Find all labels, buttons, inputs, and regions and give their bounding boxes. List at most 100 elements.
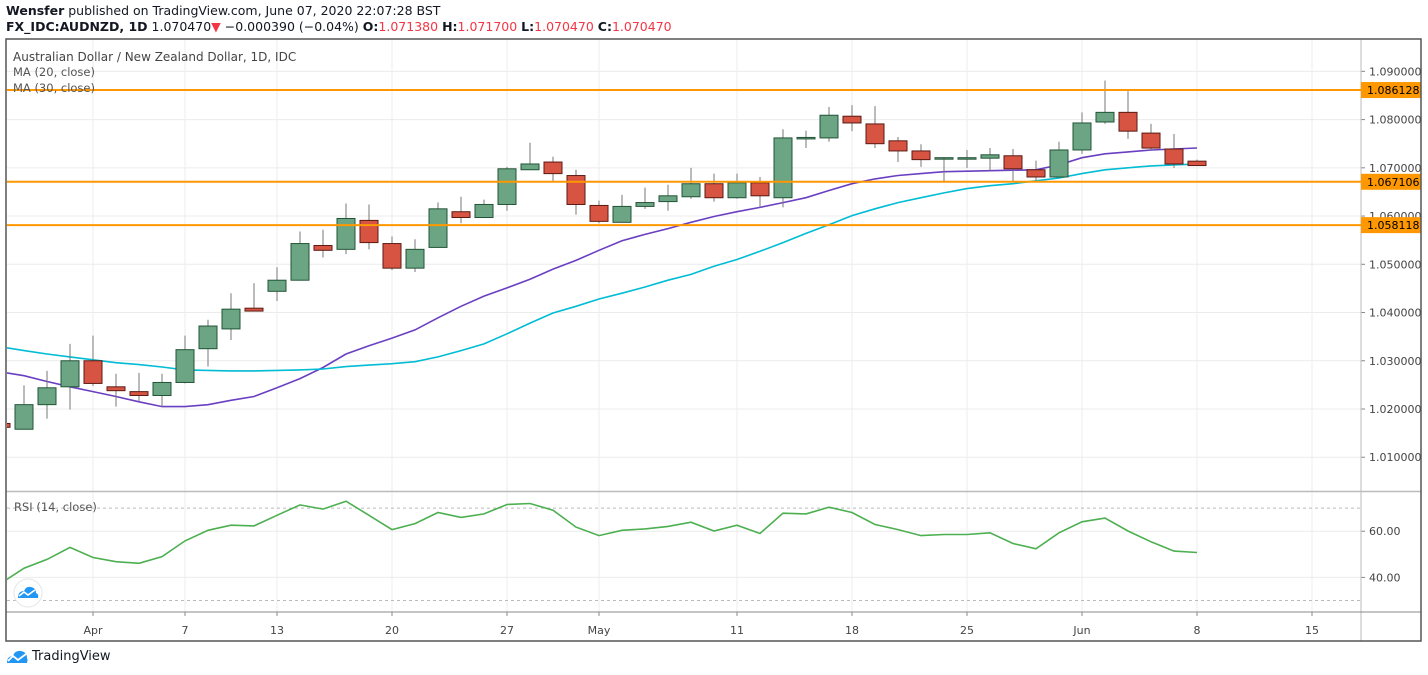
candle-up xyxy=(1095,80,1115,124)
candle-body xyxy=(221,308,241,330)
candle-body xyxy=(1118,111,1138,132)
candle-up xyxy=(635,187,655,209)
close-label: C: xyxy=(597,19,612,34)
level-price-label: 1.086128 xyxy=(1367,84,1420,97)
candle-body xyxy=(1026,169,1046,178)
candle-up xyxy=(405,239,425,273)
candle-body xyxy=(612,205,632,223)
candle-up xyxy=(497,166,517,211)
down-triangle-icon: ▼ xyxy=(211,19,221,34)
candle-up xyxy=(658,184,678,211)
axes: Apr 7 13 20 27 May 11 18 25 Jun 8 15 1.010000 1.02000… xyxy=(6,40,1422,641)
candle-down xyxy=(382,236,402,271)
ma30-line xyxy=(7,163,1198,372)
candle-down xyxy=(1026,160,1046,182)
candle-body xyxy=(980,154,1000,159)
candle-up xyxy=(796,130,816,149)
candle-up xyxy=(957,149,977,168)
price-change: −0.000390 (−0.04%) xyxy=(224,19,359,34)
candle-up xyxy=(1049,141,1069,178)
candle-up xyxy=(612,194,632,223)
candle-down xyxy=(704,173,724,202)
candle-down xyxy=(888,136,908,163)
candle-body xyxy=(842,115,862,124)
open-value: 1.071380 xyxy=(378,19,439,34)
y-tick-label: 1.030000 xyxy=(1369,355,1422,368)
x-tick-label: Jun xyxy=(1072,624,1090,637)
candle-body xyxy=(336,217,356,250)
candle-up xyxy=(37,370,57,419)
open-label: O: xyxy=(362,19,379,34)
level-price-badge xyxy=(1361,173,1421,190)
symbol-name: FX_IDC:AUDNZD, 1D xyxy=(6,19,148,34)
candle-body xyxy=(704,183,724,199)
candle-up xyxy=(980,148,1000,171)
rsi-y-tick-label: 40.00 xyxy=(1369,571,1401,584)
candle-up xyxy=(428,202,448,248)
candle-body xyxy=(267,279,287,292)
candle-body xyxy=(37,387,57,406)
tradingview-brand: TradingView xyxy=(32,649,111,664)
legend-ma20[interactable]: MA (20, close) xyxy=(13,65,95,79)
candle-body xyxy=(888,140,908,152)
symbol-info: FX_IDC:AUDNZD, 1D 1.070470▼ −0.000390 (−… xyxy=(6,19,672,34)
candle-body xyxy=(1049,149,1069,178)
candle-up xyxy=(152,373,172,407)
rsi-y-tick-label: 60.00 xyxy=(1369,525,1401,538)
candle-up xyxy=(221,293,241,341)
ma20-line xyxy=(7,147,1198,408)
x-tick-label: May xyxy=(588,624,611,637)
candle-body xyxy=(175,349,195,383)
candle-body xyxy=(1095,111,1115,123)
tradingview-logo[interactable]: TradingView xyxy=(6,649,111,664)
candle-body xyxy=(152,381,172,396)
candle-down xyxy=(1164,134,1184,168)
candle-up xyxy=(681,167,701,199)
candle-up xyxy=(198,319,218,367)
tradingview-cloud-icon xyxy=(7,650,28,663)
candle-body xyxy=(1164,148,1184,165)
candle-up xyxy=(727,173,747,199)
candle-body xyxy=(819,114,839,139)
x-tick-label: 20 xyxy=(385,624,399,637)
candle-body xyxy=(658,195,678,203)
candle-up xyxy=(1072,112,1092,154)
candle-down xyxy=(589,200,609,224)
candle-body xyxy=(474,203,494,219)
y-tick-label: 1.070000 xyxy=(1369,162,1422,175)
y-tick-label: 1.010000 xyxy=(1369,451,1422,464)
candle-up xyxy=(474,199,494,219)
candle-down xyxy=(566,169,586,215)
candle-body xyxy=(773,137,793,199)
candle-body xyxy=(1141,132,1161,149)
candle-down xyxy=(106,373,126,407)
legend-ma30[interactable]: MA (30, close) xyxy=(13,81,95,95)
publish-info: Wensfer published on TradingView.com, Ju… xyxy=(6,3,440,18)
candle-body xyxy=(244,307,264,312)
candle-body xyxy=(129,391,149,396)
candle-up xyxy=(14,385,34,430)
tradingview-badge-icon[interactable] xyxy=(13,578,43,608)
candle-down xyxy=(1187,159,1207,167)
x-tick-label: Apr xyxy=(83,624,103,637)
level-price-badge xyxy=(1361,217,1421,234)
x-tick-label: 25 xyxy=(960,624,974,637)
candle-up xyxy=(934,157,954,183)
y-tick-label: 1.090000 xyxy=(1369,65,1422,78)
candle-up xyxy=(773,129,793,208)
candle-down xyxy=(129,372,149,402)
candle-down xyxy=(313,229,333,258)
chart-frame xyxy=(5,38,1422,642)
level-price-badge xyxy=(1361,82,1421,99)
publish-text: published on TradingView.com, June 07, 2… xyxy=(68,3,441,18)
last-price: 1.070470 xyxy=(151,19,212,34)
candle-up xyxy=(60,343,80,410)
legend-rsi[interactable]: RSI (14, close) xyxy=(14,500,97,514)
candle-body xyxy=(14,404,34,430)
candle-body xyxy=(497,168,517,205)
candle-body xyxy=(520,163,540,171)
candle-body xyxy=(451,211,471,219)
high-value: 1.071700 xyxy=(457,19,518,34)
author-name[interactable]: Wensfer xyxy=(6,3,65,18)
